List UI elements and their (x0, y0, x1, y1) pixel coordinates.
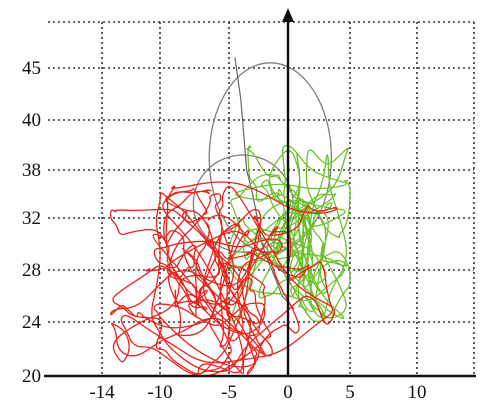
ellipse-2 (192, 154, 294, 253)
x-tick-label--14: -14 (89, 382, 115, 403)
y-tick-label-38: 38 (22, 160, 41, 181)
x-tick-label--10: -10 (147, 382, 172, 403)
x-tick-label-0: 0 (283, 382, 293, 403)
y-tick-label-24: 24 (22, 312, 42, 333)
tick-labels: -14 -10 -5 0 5 10 20 24 28 32 38 40 45 (22, 58, 427, 403)
y-axis-arrow (282, 8, 294, 22)
x-tick-label-5: 5 (345, 382, 355, 403)
x-tick-label-10: 10 (408, 382, 427, 403)
y-tick-label-40: 40 (22, 110, 41, 131)
y-tick-label-32: 32 (22, 208, 41, 229)
y-tick-label-20: 20 (22, 366, 41, 387)
x-tick-label--5: -5 (221, 382, 237, 403)
green-trace (228, 144, 351, 323)
traces (109, 57, 351, 377)
red-trace (109, 181, 338, 377)
y-tick-label-45: 45 (22, 58, 41, 79)
axes (44, 8, 476, 378)
y-tick-label-28: 28 (22, 260, 41, 281)
